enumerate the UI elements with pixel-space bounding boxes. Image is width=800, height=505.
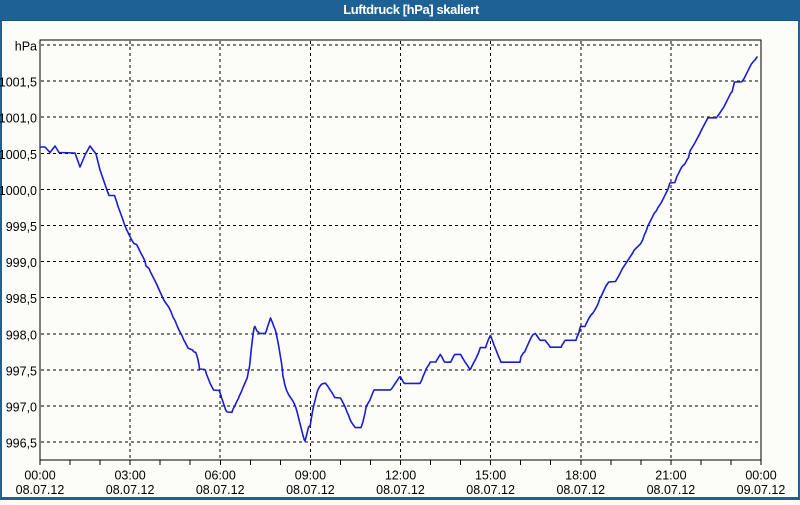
- svg-text:08.07.12: 08.07.12: [16, 483, 65, 497]
- svg-text:08.07.12: 08.07.12: [286, 483, 335, 497]
- svg-text:03:00: 03:00: [114, 469, 145, 483]
- svg-text:08.07.12: 08.07.12: [466, 483, 515, 497]
- svg-text:999,5: 999,5: [6, 220, 37, 234]
- svg-text:08.07.12: 08.07.12: [106, 483, 155, 497]
- svg-text:997,5: 997,5: [6, 364, 37, 378]
- svg-text:00:00: 00:00: [745, 469, 776, 483]
- svg-text:08.07.12: 08.07.12: [556, 483, 605, 497]
- svg-text:999,0: 999,0: [6, 256, 37, 270]
- svg-text:08.07.12: 08.07.12: [647, 483, 696, 497]
- svg-text:00:00: 00:00: [24, 469, 55, 483]
- svg-text:09:00: 09:00: [295, 469, 326, 483]
- svg-text:998,0: 998,0: [6, 328, 37, 342]
- svg-text:1001,5: 1001,5: [0, 76, 37, 90]
- svg-text:08.07.12: 08.07.12: [376, 483, 425, 497]
- svg-text:18:00: 18:00: [565, 469, 596, 483]
- svg-text:1001,0: 1001,0: [0, 112, 37, 126]
- svg-text:09.07.12: 09.07.12: [737, 483, 786, 497]
- svg-text:1000,0: 1000,0: [0, 184, 37, 198]
- svg-text:08.07.12: 08.07.12: [196, 483, 245, 497]
- svg-text:15:00: 15:00: [475, 469, 506, 483]
- svg-text:21:00: 21:00: [655, 469, 686, 483]
- svg-text:998,5: 998,5: [6, 292, 37, 306]
- svg-text:12:00: 12:00: [385, 469, 416, 483]
- svg-text:997,0: 997,0: [6, 401, 37, 415]
- svg-text:hPa: hPa: [15, 40, 37, 54]
- svg-text:1000,5: 1000,5: [0, 148, 37, 162]
- svg-text:06:00: 06:00: [205, 469, 236, 483]
- svg-text:996,5: 996,5: [6, 437, 37, 451]
